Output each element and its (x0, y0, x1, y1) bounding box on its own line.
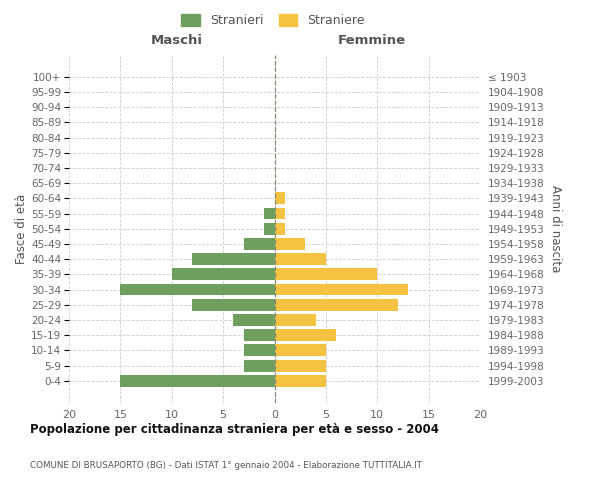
Bar (264, 223, 275, 234)
Y-axis label: Fasce di età: Fasce di età (16, 194, 28, 264)
Bar (275, 299, 398, 310)
Bar (275, 284, 408, 296)
Bar (275, 238, 305, 250)
Text: Popolazione per cittadinanza straniera per età e sesso - 2004: Popolazione per cittadinanza straniera p… (30, 422, 439, 436)
Bar (233, 314, 275, 326)
Bar (193, 253, 275, 265)
Text: COMUNE DI BRUSAPORTO (BG) - Dati ISTAT 1° gennaio 2004 - Elaborazione TUTTITALIA: COMUNE DI BRUSAPORTO (BG) - Dati ISTAT 1… (30, 461, 422, 470)
Y-axis label: Anni di nascita: Anni di nascita (550, 185, 562, 272)
Bar (244, 360, 275, 372)
Bar (121, 375, 275, 386)
Bar (275, 329, 336, 341)
Bar (121, 284, 275, 296)
Text: Maschi: Maschi (151, 34, 203, 48)
Bar (264, 208, 275, 220)
Bar (244, 329, 275, 341)
Bar (275, 360, 326, 372)
Bar (193, 299, 275, 310)
Legend: Stranieri, Straniere: Stranieri, Straniere (176, 8, 370, 32)
Bar (275, 375, 326, 386)
Bar (275, 344, 326, 356)
Bar (275, 314, 316, 326)
Bar (275, 223, 285, 234)
Bar (275, 268, 377, 280)
Bar (275, 192, 285, 204)
Bar (275, 253, 326, 265)
Bar (275, 208, 285, 220)
Bar (244, 344, 275, 356)
Bar (244, 238, 275, 250)
Text: Femmine: Femmine (338, 34, 406, 48)
Bar (172, 268, 275, 280)
